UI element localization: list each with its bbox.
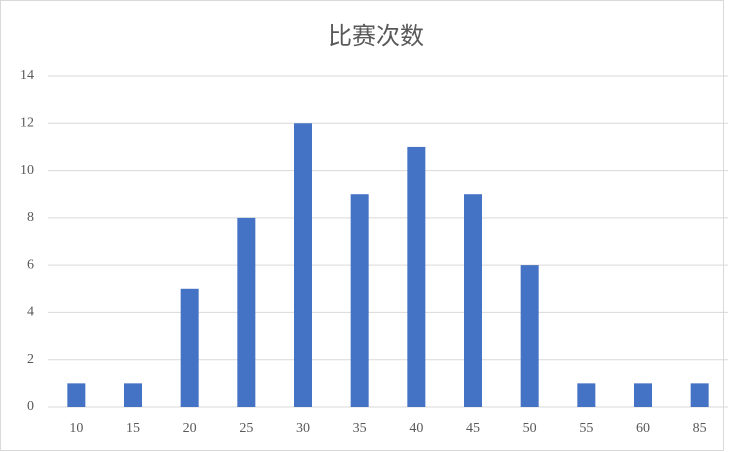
x-tick-label: 85 <box>693 421 707 436</box>
bar <box>577 383 596 407</box>
y-tick-label: 14 <box>20 68 34 83</box>
x-tick-label: 20 <box>183 421 197 436</box>
bar <box>520 265 539 407</box>
y-tick-label: 8 <box>27 210 34 225</box>
x-tick-label: 35 <box>353 421 367 436</box>
bar <box>237 217 256 407</box>
y-tick-label: 10 <box>20 163 34 178</box>
y-tick-label: 6 <box>27 257 34 272</box>
y-tick-label: 4 <box>27 305 34 320</box>
y-tick-label: 2 <box>27 352 34 367</box>
y-tick-label: 0 <box>27 399 34 414</box>
x-tick-label: 45 <box>466 421 480 436</box>
x-tick-label: 10 <box>69 421 83 436</box>
x-tick-label: 60 <box>636 421 650 436</box>
y-tick-label: 12 <box>20 116 34 131</box>
x-tick-label: 15 <box>126 421 140 436</box>
chart-title: 比赛次数 <box>328 22 424 50</box>
x-tick-label: 30 <box>296 421 310 436</box>
bar <box>350 194 369 407</box>
bar <box>124 383 142 407</box>
x-tick-label: 40 <box>409 421 423 436</box>
bar <box>634 383 652 407</box>
bar <box>407 146 426 407</box>
bar <box>690 383 709 407</box>
x-tick-label: 50 <box>523 421 537 436</box>
bar <box>180 288 199 407</box>
x-tick-label: 55 <box>579 421 593 436</box>
bar <box>464 194 482 407</box>
x-tick-label: 25 <box>239 421 253 436</box>
bar <box>67 383 86 407</box>
bar <box>294 123 312 408</box>
